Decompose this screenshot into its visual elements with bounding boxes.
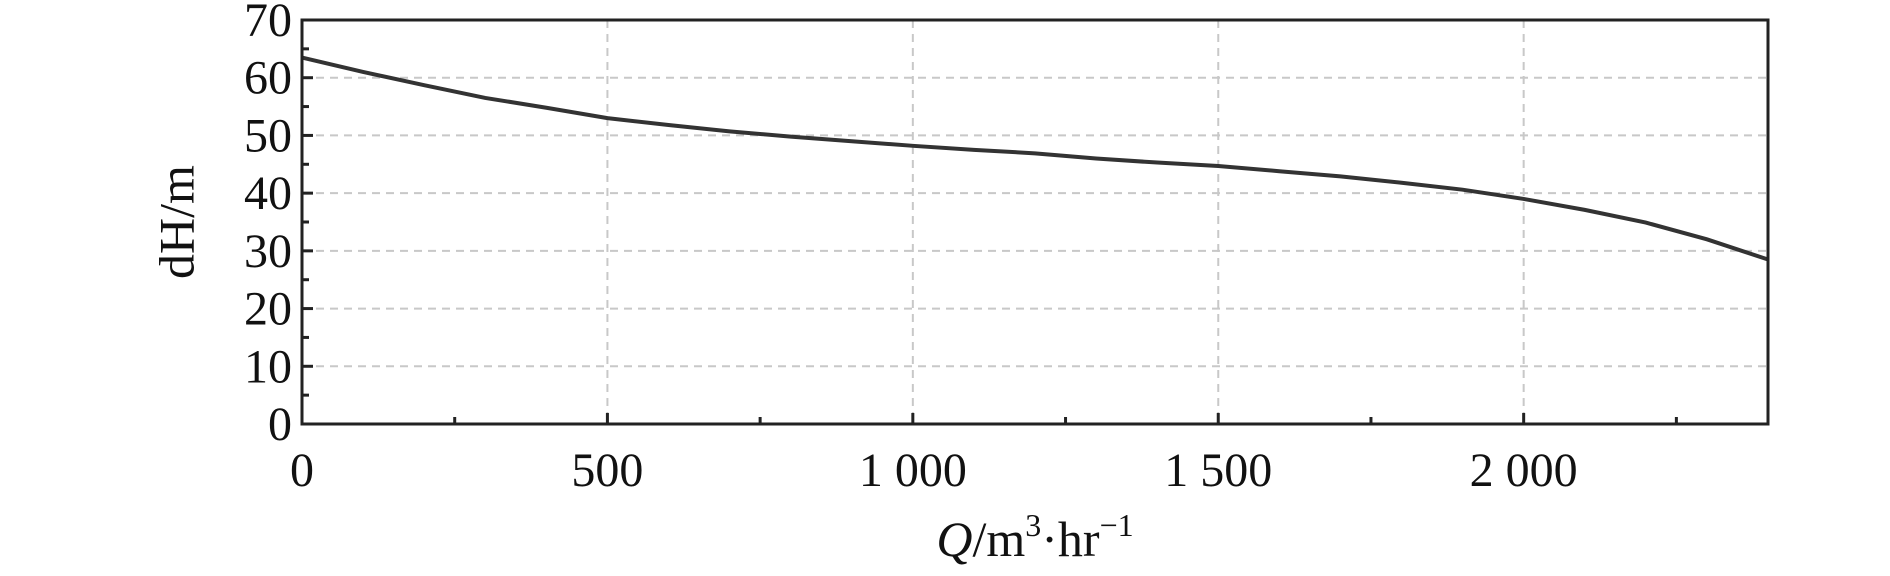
y-tick-label: 40 — [244, 167, 292, 220]
y-tick-label: 20 — [244, 283, 292, 336]
grid-lines — [302, 20, 1768, 424]
x-axis-title-var: Q — [936, 511, 972, 567]
x-axis-title-sup2: −1 — [1100, 507, 1134, 543]
series-line — [301, 55, 1769, 262]
y-tick-label: 50 — [244, 109, 292, 162]
x-tick-label: 500 — [571, 444, 643, 497]
series-layer — [301, 55, 1769, 262]
x-axis-title-unit: /m — [972, 511, 1025, 567]
x-tick-label: 1 500 — [1164, 444, 1272, 497]
y-tick-label: 0 — [268, 398, 292, 451]
y-tick-label: 60 — [244, 52, 292, 105]
x-tick-label: 1 000 — [859, 444, 967, 497]
x-axis-title-mid: ·hr — [1041, 511, 1100, 567]
y-axis-title: dH/m — [148, 165, 204, 279]
y-tick-label: 30 — [244, 225, 292, 278]
x-axis-title: Q/m3·hr−1 — [936, 507, 1133, 567]
x-axis-title-sup1: 3 — [1025, 507, 1041, 543]
y-tick-label: 70 — [244, 0, 292, 47]
axis-ticks — [300, 18, 1678, 426]
y-tick-label: 10 — [244, 340, 292, 393]
x-tick-label: 0 — [290, 444, 314, 497]
x-tick-label: 2 000 — [1470, 444, 1578, 497]
plot-frame — [300, 18, 1770, 426]
